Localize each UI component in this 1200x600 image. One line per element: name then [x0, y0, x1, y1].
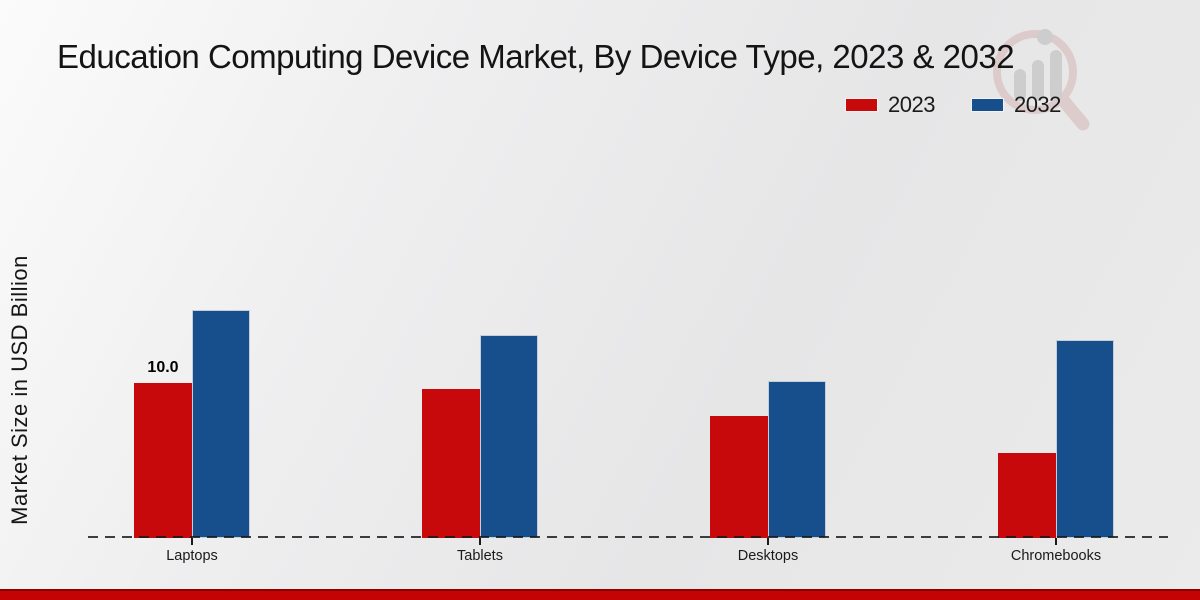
bar-2032-chromebooks [1056, 339, 1114, 538]
bar-2032-desktops [768, 381, 826, 538]
bar-2032-tablets [480, 334, 538, 538]
y-axis-label: Market Size in USD Billion [7, 255, 32, 525]
legend-item-2032: 2032 [970, 92, 1061, 118]
x-axis-tick [1055, 538, 1057, 545]
bar-2023-chromebooks [998, 452, 1056, 538]
x-tick-label-desktops: Desktops [737, 548, 799, 564]
bar-2023-laptops [134, 383, 192, 538]
x-tick-label-chromebooks: Chromebooks [1010, 548, 1102, 564]
legend: 2023 2032 [845, 92, 1061, 118]
legend-label-2032: 2032 [1013, 92, 1061, 117]
legend-swatch-2023 [845, 98, 878, 112]
x-axis-tick [767, 538, 769, 545]
bar-value-label: 10.0 [147, 359, 179, 376]
x-axis-tick [479, 538, 481, 545]
footer-accent-bar [0, 589, 1200, 600]
x-axis-line [88, 536, 1168, 538]
magnifier-bar-chart-watermark-icon [993, 29, 1090, 131]
chart-title: Education Computing Device Market, By De… [57, 38, 1015, 75]
legend-label-2023: 2023 [888, 92, 935, 117]
x-tick-label-laptops: Laptops [166, 548, 218, 564]
x-axis-tick [191, 538, 193, 545]
bar-2032-laptops [192, 310, 250, 538]
x-tick-label-tablets: Tablets [457, 548, 503, 564]
legend-item-2023: 2023 [845, 92, 935, 118]
legend-swatch-2032 [970, 98, 1004, 112]
bar-2023-desktops [710, 415, 768, 538]
bar-2023-tablets [422, 389, 480, 538]
